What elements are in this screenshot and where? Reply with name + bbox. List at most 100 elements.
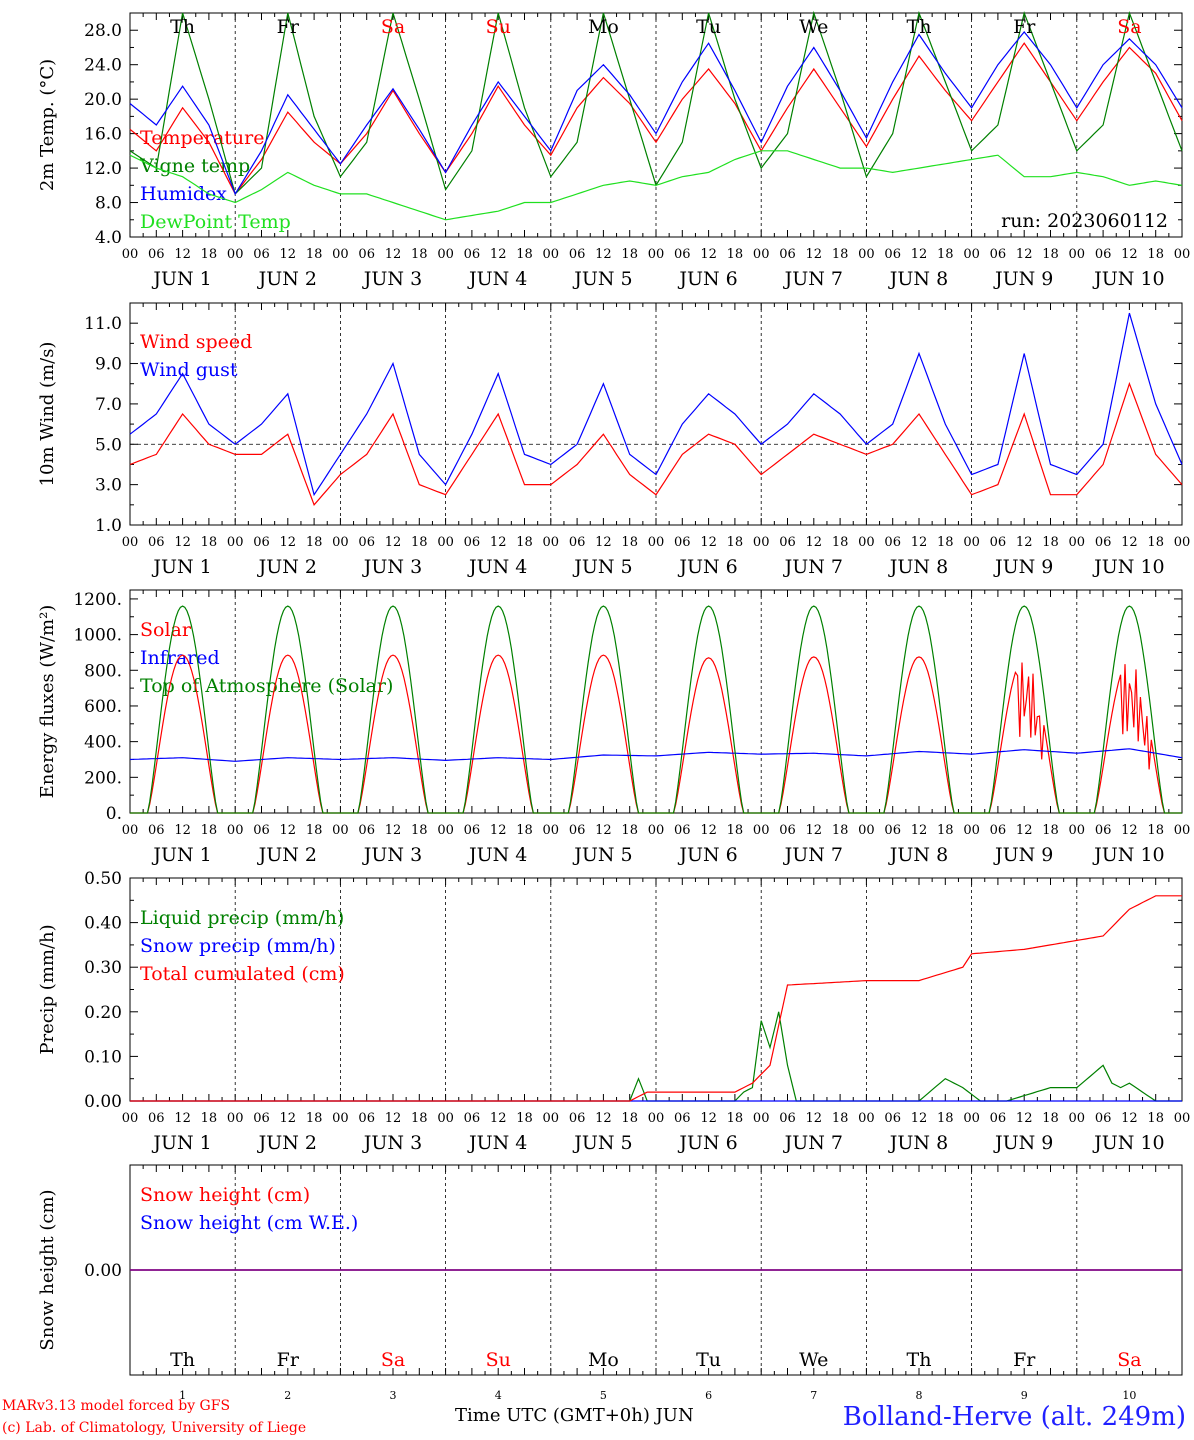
y-tick-label: 0.00 (84, 1261, 122, 1281)
hour-tick-label: 18 (306, 823, 323, 838)
day-label: JUN 4 (467, 268, 527, 290)
hour-tick-label: 00 (1069, 535, 1086, 550)
day-label: JUN 10 (1092, 844, 1164, 866)
hour-tick-label: 12 (385, 1111, 402, 1126)
hour-tick-label: 12 (911, 823, 928, 838)
day-label: JUN 8 (888, 1132, 948, 1154)
y-tick-label: 0.20 (84, 1003, 122, 1023)
panel-frame (129, 12, 1183, 238)
hour-tick-label: 12 (595, 535, 612, 550)
hour-tick-label: 06 (148, 1111, 165, 1126)
hour-tick-label: 00 (437, 535, 454, 550)
day-label: JUN 2 (257, 1132, 317, 1154)
legend-dewpoint-temp: DewPoint Temp (140, 211, 291, 233)
panel-1: 4.0 8.0 12.0 16.0 20.0 24.0 28.0 2m Temp. (°C) 0… (37, 10, 1190, 290)
hour-tick-label: 06 (569, 823, 586, 838)
hour-tick-label: 06 (464, 1111, 481, 1126)
hour-tick-label: 00 (122, 535, 139, 550)
y-tick-label: 11.0 (84, 314, 122, 334)
panel-3: 0. 200. 400. 600. 800. 1000. 1200. Energy fluxe… (37, 589, 1191, 866)
hour-tick-label: 18 (516, 1111, 533, 1126)
hour-tick-label: 00 (122, 823, 139, 838)
hour-tick-label: 06 (253, 823, 270, 838)
day-label: JUN 2 (257, 268, 317, 290)
hour-tick-label: 12 (700, 1111, 717, 1126)
hour-tick-label: 18 (621, 1111, 638, 1126)
weekday-label-bottom: Fr (277, 1349, 300, 1371)
hour-tick-label: 18 (832, 1111, 849, 1126)
weekday-label-bottom: Th (170, 1349, 195, 1371)
day-label: JUN 7 (783, 556, 843, 578)
hour-tick-label: 06 (884, 823, 901, 838)
hour-tick-label: 00 (963, 247, 980, 262)
series-liquid-precip-mm-h- (130, 1011, 1182, 1102)
hour-tick-label: 12 (280, 535, 297, 550)
hour-tick-label: 00 (858, 1111, 875, 1126)
day-label: JUN 4 (467, 844, 527, 866)
hour-tick-label: 06 (148, 535, 165, 550)
y-tick-label: 8.0 (95, 194, 122, 214)
hour-tick-label: 12 (280, 823, 297, 838)
y-tick-label: 800. (84, 661, 122, 681)
station-name: Bolland-Herve (alt. 249m) (842, 1402, 1186, 1432)
day-label: JUN 9 (993, 556, 1053, 578)
hour-tick-label: 06 (148, 247, 165, 262)
weekday-label-bottom: Th (907, 1349, 932, 1371)
day-label: JUN 7 (783, 844, 843, 866)
hour-tick-label: 00 (1174, 535, 1191, 550)
day-label: JUN 6 (677, 844, 737, 866)
hour-tick-label: 18 (201, 247, 218, 262)
y-tick-label: 0. (106, 804, 122, 824)
hour-tick-label: 06 (464, 823, 481, 838)
hour-tick-label: 06 (1095, 535, 1112, 550)
hour-tick-label: 12 (490, 1111, 507, 1126)
hour-tick-label: 12 (1016, 1111, 1033, 1126)
hour-tick-label: 18 (306, 247, 323, 262)
hour-tick-label: 00 (1174, 1111, 1191, 1126)
weekday-label-bottom: Sa (381, 1349, 405, 1371)
hour-tick-label: 00 (648, 823, 665, 838)
hour-tick-label: 00 (543, 1111, 560, 1126)
day-label: JUN 9 (993, 268, 1053, 290)
legend-snow-precip-mm-h-: Snow precip (mm/h) (140, 935, 336, 957)
hour-tick-label: 06 (569, 247, 586, 262)
hour-tick-label: 12 (806, 535, 823, 550)
panel-2: 1.0 3.0 5.0 7.0 9.0 11.0 10m Wind (m/s) 00 06 12 1… (37, 302, 1191, 578)
y-axis-title: Energy fluxes (W/m²) (37, 605, 58, 799)
day-label: JUN 8 (888, 844, 948, 866)
hour-tick-label: 00 (648, 247, 665, 262)
hour-tick-label: 12 (1121, 823, 1138, 838)
hour-tick-label: 18 (621, 535, 638, 550)
day-label: JUN 4 (467, 556, 527, 578)
hour-tick-label: 06 (674, 535, 691, 550)
y-tick-label: 20.0 (84, 90, 122, 110)
hour-tick-label: 18 (1147, 247, 1164, 262)
hour-tick-label: 18 (201, 1111, 218, 1126)
panel-frame (129, 589, 1183, 814)
hour-tick-label: 06 (253, 247, 270, 262)
hour-tick-label: 06 (884, 247, 901, 262)
hour-tick-label: 06 (884, 1111, 901, 1126)
hour-tick-label: 18 (621, 247, 638, 262)
y-axis-title: Precip (mm/h) (37, 924, 58, 1054)
day-number-label: 7 (810, 1389, 817, 1402)
hour-tick-label: 06 (358, 247, 375, 262)
hour-tick-label: 18 (411, 247, 428, 262)
y-tick-label: 16.0 (84, 125, 122, 145)
hour-tick-label: 00 (1174, 823, 1191, 838)
day-label: JUN 10 (1092, 556, 1164, 578)
hour-tick-label: 06 (990, 247, 1007, 262)
weekday-label-bottom: We (799, 1349, 828, 1371)
hour-tick-label: 06 (253, 1111, 270, 1126)
legend-infrared: Infrared (140, 647, 220, 669)
weekday-label-top: Tu (696, 16, 721, 38)
hour-tick-label: 12 (1016, 535, 1033, 550)
y-tick-label: 7.0 (95, 395, 122, 415)
day-number-label: 9 (1021, 1389, 1028, 1402)
day-label: JUN 9 (993, 1132, 1053, 1154)
day-label: JUN 6 (677, 268, 737, 290)
day-label: JUN 1 (151, 1132, 211, 1154)
hour-tick-label: 00 (858, 535, 875, 550)
hour-tick-label: 06 (1095, 1111, 1112, 1126)
hour-tick-label: 12 (806, 1111, 823, 1126)
